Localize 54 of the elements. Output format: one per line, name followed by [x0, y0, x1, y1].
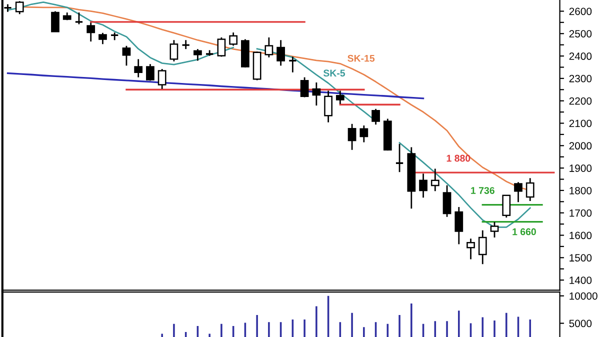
candlestick [348, 123, 356, 151]
series-label: SK-5 [323, 70, 346, 77]
y-tick-label: 2100 [569, 120, 592, 128]
y-tick-label: 1800 [570, 186, 592, 194]
annotation: 1 660 [512, 228, 536, 236]
candlestick [454, 206, 464, 245]
y-tick-label: 10000 [570, 292, 598, 300]
candlestick [51, 10, 60, 32]
candlestick [442, 184, 452, 218]
y-tick-label: 2500 [569, 30, 592, 38]
candlestick [372, 108, 380, 126]
candlestick [466, 238, 475, 260]
y-tick-label: 1600 [570, 232, 592, 240]
annotation: 1 736 [471, 187, 494, 194]
y-tick-label: 1400 [570, 276, 592, 284]
y-tick-label: 1500 [570, 254, 592, 262]
y-tick-label: 2400 [569, 52, 592, 60]
candlestick [15, 0, 24, 15]
candlestick [478, 230, 487, 265]
candlestick [264, 36, 274, 58]
candlestick [324, 90, 332, 124]
candlestick [86, 22, 96, 42]
series-label: SK-15 [348, 54, 375, 62]
candlestick [490, 221, 499, 238]
candlestick [276, 39, 285, 66]
candlestick [395, 143, 404, 173]
y-tick-label: 1900 [570, 164, 592, 172]
y-tick-label: 2000 [569, 142, 592, 150]
y-tick-label: 2600 [569, 8, 592, 16]
candlestick [74, 12, 84, 25]
candlestick [288, 56, 298, 74]
candlestick [336, 90, 344, 105]
candlestick [146, 63, 154, 82]
candlestick [312, 82, 321, 106]
candlestick [194, 48, 202, 62]
candlestick [514, 181, 522, 203]
candlestick [300, 76, 309, 98]
candlestick [229, 32, 238, 46]
candlestick [170, 39, 178, 62]
candlestick [122, 45, 131, 66]
candlestick [217, 36, 226, 58]
candlestick [419, 172, 428, 198]
y-tick-label: 5000 [569, 320, 592, 328]
candlestick [98, 32, 107, 45]
y-tick-label: 2200 [569, 97, 592, 105]
annotation: 1 880 [446, 154, 470, 162]
candlestick [526, 177, 534, 202]
candlestick [134, 58, 143, 78]
candlestick [430, 168, 440, 192]
candlestick [360, 124, 368, 143]
candlestick [502, 194, 511, 218]
candlestick [158, 68, 166, 90]
y-tick-label: 1700 [570, 209, 592, 217]
y-tick-label: 2300 [569, 74, 592, 82]
